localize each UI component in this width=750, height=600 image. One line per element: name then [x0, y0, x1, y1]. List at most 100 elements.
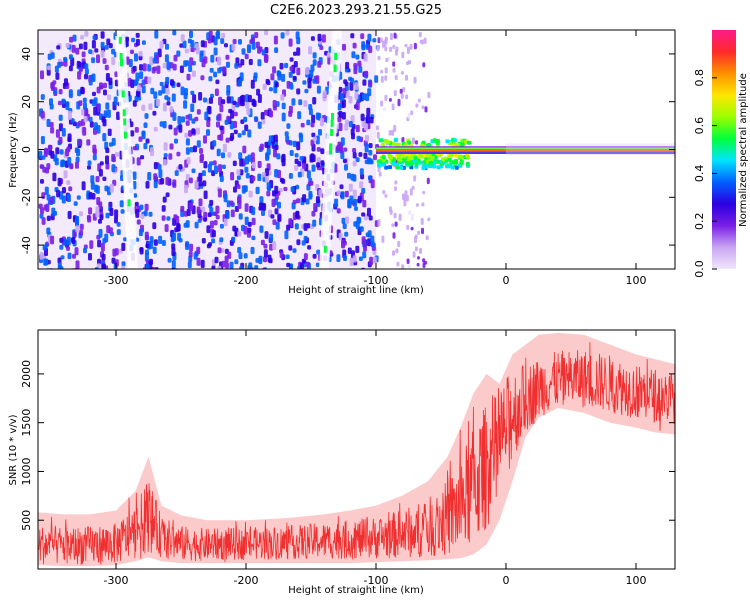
- heatmap-cell: [179, 65, 184, 74]
- heatmap-cell: [180, 86, 185, 96]
- heatmap-cell: [303, 235, 308, 241]
- heatmap-cell: [78, 100, 83, 107]
- heatmap-cell: [394, 221, 398, 227]
- heatmap-cell: [359, 168, 364, 176]
- heatmap-cell: [400, 93, 404, 99]
- heatmap-cell: [188, 130, 193, 137]
- heatmap-cell: [300, 122, 305, 128]
- heatmap-cell: [183, 60, 188, 67]
- heatmap-cell: [276, 70, 281, 76]
- y-tick-label: 20: [20, 95, 33, 109]
- heatmap-cell: [191, 70, 196, 77]
- heatmap-cell: [94, 267, 99, 269]
- heatmap-cell: [418, 32, 422, 38]
- heatmap-cell: [46, 118, 51, 127]
- x-tick-label: 100: [626, 574, 647, 587]
- heatmap-cell: [160, 178, 165, 185]
- heatmap-cell: [244, 166, 249, 173]
- colorbar-tick-label: 0.8: [693, 69, 706, 87]
- heatmap-cell: [310, 36, 315, 41]
- carrier-stripe: [376, 147, 675, 149]
- heatmap-cell: [215, 79, 220, 85]
- heatmap-cell: [214, 88, 219, 96]
- heatmap-cell: [359, 181, 364, 189]
- heatmap-cell: [394, 49, 398, 56]
- heatmap-cell: [251, 217, 256, 226]
- heatmap-cell: [414, 236, 417, 244]
- spectrogram-x-label: Height of straight line (km): [288, 285, 424, 296]
- heatmap-cell: [84, 73, 88, 80]
- heatmap-cell: [270, 214, 275, 219]
- heatmap-cell: [76, 148, 81, 157]
- heatmap-cell: [152, 246, 157, 254]
- heatmap-cell: [467, 140, 471, 145]
- heatmap-cell: [221, 32, 226, 39]
- streak-dot: [119, 52, 123, 60]
- heatmap-cell: [289, 84, 294, 90]
- heatmap-cell: [344, 123, 349, 131]
- heatmap-cell: [207, 212, 212, 218]
- heatmap-cell: [236, 184, 241, 190]
- heatmap-cell: [66, 236, 71, 246]
- heatmap-cell: [389, 32, 393, 41]
- heatmap-cell: [435, 159, 439, 164]
- heatmap-cell: [421, 105, 425, 110]
- heatmap-cell: [380, 75, 384, 83]
- heatmap-cell: [162, 159, 167, 166]
- heatmap-cell: [317, 33, 322, 42]
- heatmap-cell: [248, 58, 253, 66]
- heatmap-cell: [304, 88, 309, 94]
- heatmap-cell: [145, 243, 150, 249]
- heatmap-cell: [217, 265, 222, 269]
- heatmap-cell: [384, 165, 389, 170]
- x-tick-label: 100: [626, 274, 647, 287]
- heatmap-cell: [172, 232, 177, 242]
- heatmap-cell: [349, 257, 354, 267]
- heatmap-cell: [64, 268, 68, 269]
- heatmap-cell: [66, 194, 71, 203]
- heatmap-cell: [72, 253, 76, 259]
- heatmap-cell: [193, 145, 197, 153]
- heatmap-cell: [132, 171, 137, 180]
- heatmap-cell: [364, 123, 368, 131]
- heatmap-cell: [39, 252, 44, 260]
- heatmap-cell: [50, 127, 55, 134]
- heatmap-cell: [310, 139, 315, 147]
- heatmap-cell: [99, 161, 104, 166]
- x-tick-label: 0: [503, 274, 510, 287]
- heatmap-cell: [102, 176, 107, 182]
- heatmap-cell: [266, 182, 271, 190]
- heatmap-cell: [191, 128, 196, 135]
- heatmap-cell: [355, 157, 360, 163]
- heatmap-cell: [321, 34, 326, 43]
- heatmap-cell: [272, 100, 277, 108]
- heatmap-cell: [407, 112, 411, 119]
- heatmap-cell: [176, 151, 181, 157]
- heatmap-cell: [312, 219, 317, 227]
- heatmap-cell: [217, 188, 222, 198]
- heatmap-cell: [274, 144, 279, 151]
- heatmap-cell: [338, 232, 343, 241]
- heatmap-cell: [174, 227, 179, 233]
- heatmap-cell: [239, 158, 244, 167]
- heatmap-cell: [358, 66, 363, 73]
- heatmap-cell: [103, 82, 107, 89]
- heatmap-cell: [92, 144, 97, 154]
- heatmap-cell: [376, 159, 381, 164]
- heatmap-cell: [342, 88, 347, 95]
- heatmap-cell: [212, 140, 217, 147]
- heatmap-cell: [109, 183, 114, 193]
- heatmap-cell: [157, 48, 162, 58]
- figure-title: C2E6.2023.293.21.55.G25: [270, 3, 442, 18]
- heatmap-cell: [188, 65, 193, 73]
- heatmap-cell: [65, 42, 70, 48]
- heatmap-cell: [179, 43, 184, 48]
- heatmap-cell: [169, 106, 174, 113]
- heatmap-cell: [153, 180, 158, 189]
- carrier-stripe: [376, 151, 675, 153]
- heatmap-cell: [83, 41, 88, 51]
- heatmap-cell: [312, 78, 317, 84]
- heatmap-cell: [251, 175, 256, 182]
- heatmap-cell: [420, 217, 424, 226]
- heatmap-cell: [247, 94, 252, 103]
